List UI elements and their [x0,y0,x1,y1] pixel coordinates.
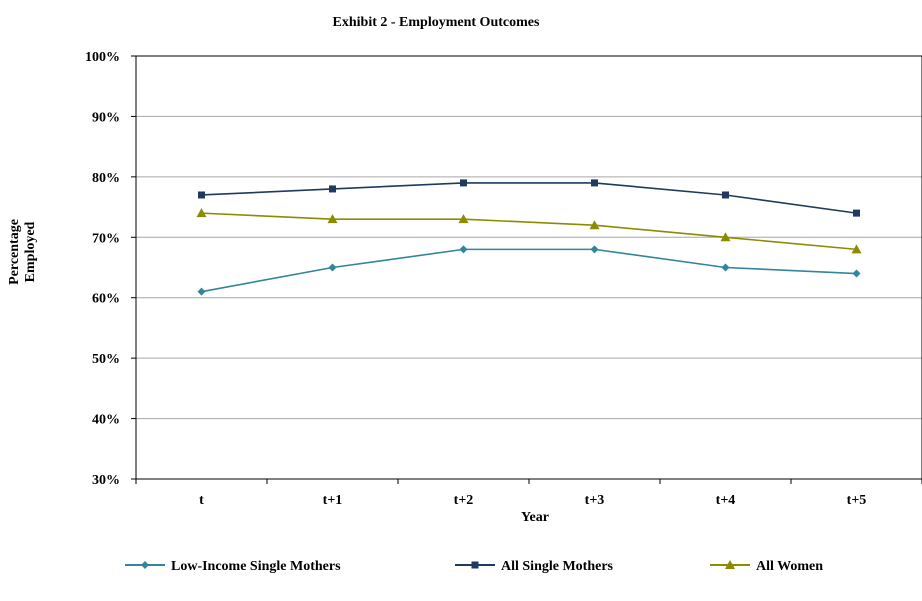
data-point-diamond [197,287,206,296]
data-point-square [460,179,467,187]
legend-label: All Women [756,559,823,574]
legend-item: All Women [710,559,823,574]
data-point-triangle [196,208,207,218]
data-point-diamond [852,269,861,278]
data-point-diamond [328,263,337,272]
y-axis-label-line1: Percentage [7,219,22,285]
x-tick-label: t [199,493,204,508]
data-point-triangle [327,214,338,224]
series-1 [197,245,861,296]
data-point-diamond [590,245,599,254]
series-3 [196,208,862,254]
plot-area: 30%40%50%60%70%80%90%100% t t+1 t+2 t+3 t+4 t… [85,50,922,508]
y-tick-label: 60% [92,292,120,307]
y-tick-label: 90% [92,110,120,125]
data-point-triangle [458,214,469,224]
x-axis-label: Year [521,510,549,525]
y-tick-label: 30% [92,473,120,488]
data-point-square [329,185,336,193]
data-point-triangle [720,232,731,242]
legend-label: All Single Mothers [501,559,614,574]
y-tick-label: 50% [92,352,120,367]
gridlines [136,115,922,420]
legend: Low-Income Single Mothers All Single Moth… [125,559,823,574]
x-tick-label: t+5 [847,493,867,508]
series-line [201,182,857,214]
y-axis-label-line2: Employed [23,221,38,282]
series-line [201,212,857,251]
y-tick-label: 40% [92,413,120,428]
data-point-diamond [721,263,730,272]
y-axis-ticks: 30% 40% 50% 60% 70% 80% 90% 100% [85,50,136,488]
legend-label: Low-Income Single Mothers [171,559,341,574]
data-point-square [198,191,205,199]
legend-item: All Single Mothers [455,559,614,574]
series-line [201,248,857,293]
data-point-square [853,209,860,217]
x-tick-label: t+4 [716,493,736,508]
data-point-triangle [851,244,862,254]
chart-title: Exhibit 2 - Employment Outcomes [333,15,540,30]
series-2 [198,179,860,217]
y-tick-label: 100% [85,50,120,65]
data-point-square [591,179,598,187]
x-tick-label: t+1 [323,493,343,508]
y-tick-label: 80% [92,171,120,186]
x-tick-label: t+2 [454,493,474,508]
data-point-diamond [459,245,468,254]
plot-border [135,55,922,480]
data-point-triangle [589,220,600,230]
data-point-triangle [725,560,735,569]
legend-item: Low-Income Single Mothers [125,559,341,574]
data-point-diamond [141,561,149,569]
y-tick-label: 70% [92,231,120,246]
data-point-square [471,561,479,569]
data-point-square [722,191,729,199]
x-axis-ticks: t t+1 t+2 t+3 t+4 t+5 [135,479,922,508]
x-tick-label: t+3 [585,493,605,508]
series-lines [196,179,862,296]
